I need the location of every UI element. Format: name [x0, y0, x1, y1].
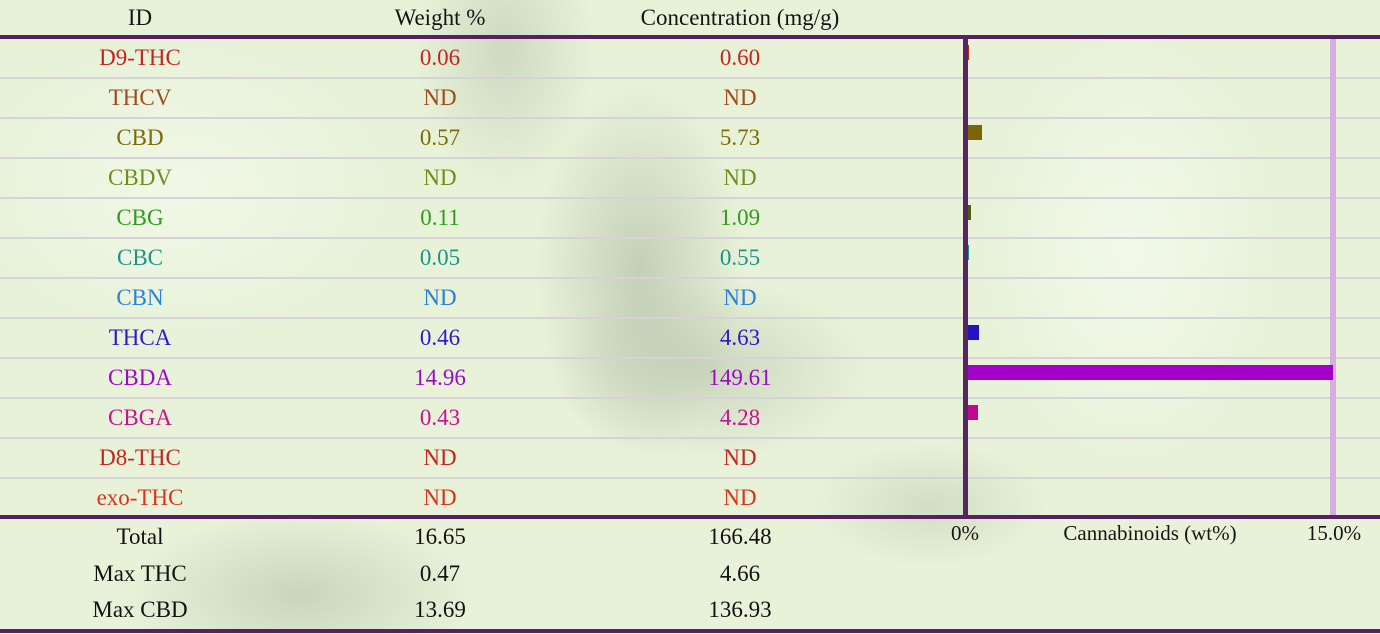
cell-chart-spacer: [880, 479, 1380, 519]
cell-concentration: 1.09: [719, 205, 761, 230]
table-row: CBN ND ND: [0, 279, 1380, 319]
cell-chart-spacer: [880, 239, 1380, 277]
cell-concentration: 5.73: [719, 125, 761, 150]
summary-concentration: 4.66: [719, 560, 761, 586]
cell-weight: 0.05: [419, 245, 461, 270]
cell-concentration: 0.60: [719, 45, 761, 70]
summary-row: Total 16.65 166.48: [0, 519, 1380, 556]
cell-weight: 0.43: [419, 405, 461, 430]
cell-weight: ND: [423, 485, 457, 510]
cell-id: CBGA: [108, 405, 172, 430]
cell-chart-spacer: [880, 159, 1380, 197]
cell-weight: 0.11: [420, 205, 460, 230]
cell-id: THCV: [108, 85, 172, 110]
cell-concentration: ND: [723, 445, 757, 470]
summary-concentration: 136.93: [708, 597, 772, 623]
cell-id: CBC: [116, 245, 164, 270]
column-header-concentration: Concentration (mg/g): [640, 5, 840, 30]
cell-chart-spacer: [880, 279, 1380, 317]
table-body: D9-THC 0.06 0.60 THCV ND ND CBD 0.57 5.7…: [0, 39, 1380, 519]
column-header-weight: Weight %: [394, 5, 486, 30]
cell-chart-spacer: [880, 359, 1380, 397]
cell-weight: 0.06: [419, 45, 461, 70]
cell-chart-spacer: [880, 119, 1380, 157]
cell-chart-spacer: [880, 399, 1380, 437]
table-row: CBD 0.57 5.73: [0, 119, 1380, 159]
cell-concentration: ND: [723, 85, 757, 110]
cell-concentration: 149.61: [708, 365, 772, 390]
cell-id: CBDA: [108, 365, 172, 390]
table-row: CBGA 0.43 4.28: [0, 399, 1380, 439]
table-row: exo-THC ND ND: [0, 479, 1380, 519]
cell-weight: 14.96: [414, 365, 466, 390]
table-row: CBG 0.11 1.09: [0, 199, 1380, 239]
summary-label: Max THC: [93, 560, 187, 586]
x-axis-max-label: 15.0%: [1306, 521, 1362, 545]
summary-concentration: 166.48: [708, 524, 772, 549]
cell-id: CBDV: [108, 165, 172, 190]
x-axis-title: Cannabinoids (wt%): [1063, 521, 1237, 545]
cell-concentration: ND: [723, 285, 757, 310]
table-row: CBDV ND ND: [0, 159, 1380, 199]
cell-id: exo-THC: [96, 485, 184, 510]
max-value-gridline: [1330, 39, 1336, 515]
summary-section: Total 16.65 166.48 Max THC 0.47 4.66 Max…: [0, 519, 1380, 629]
cell-concentration: 0.55: [719, 245, 761, 270]
summary-chart-spacer: [880, 556, 1380, 593]
cell-weight: ND: [423, 445, 457, 470]
summary-row: Max CBD 13.69 136.93: [0, 592, 1380, 629]
cell-concentration: 4.28: [719, 405, 761, 430]
table-row: CBC 0.05 0.55: [0, 239, 1380, 279]
table-row: D9-THC 0.06 0.60: [0, 39, 1380, 79]
cell-chart-spacer: [880, 79, 1380, 117]
cell-concentration: ND: [723, 165, 757, 190]
column-header-chart-spacer: [880, 0, 1380, 35]
cell-id: CBD: [116, 125, 164, 150]
summary-weight: 13.69: [414, 597, 466, 623]
cell-chart-spacer: [880, 39, 1380, 77]
table-row: THCA 0.46 4.63: [0, 319, 1380, 359]
table-row: THCV ND ND: [0, 79, 1380, 119]
cell-id: CBN: [116, 285, 164, 310]
summary-chart-spacer: [880, 592, 1380, 629]
cell-weight: ND: [423, 285, 457, 310]
summary-divider: [0, 515, 1380, 519]
column-header-id: ID: [127, 5, 153, 30]
cell-weight: 0.46: [419, 325, 461, 350]
table-header: ID Weight % Concentration (mg/g): [0, 0, 1380, 35]
cell-id: CBG: [116, 205, 164, 230]
summary-label: Total: [116, 524, 164, 549]
cell-id: THCA: [108, 325, 172, 350]
summary-label: Max CBD: [92, 597, 188, 623]
cell-weight: ND: [423, 85, 457, 110]
x-axis: 0% Cannabinoids (wt%) 15.0%: [0, 521, 1380, 551]
header-divider: [0, 35, 1380, 39]
bottom-border: [0, 629, 1380, 633]
summary-weight: 0.47: [419, 560, 461, 586]
summary-weight: 16.65: [414, 524, 466, 549]
table-row: CBDA 14.96 149.61: [0, 359, 1380, 399]
cell-chart-spacer: [880, 319, 1380, 357]
cell-id: D8-THC: [99, 445, 181, 470]
x-axis-min-label: 0%: [951, 521, 979, 545]
cell-chart-spacer: [880, 199, 1380, 237]
summary-row: Max THC 0.47 4.66: [0, 556, 1380, 593]
cell-chart-spacer: [880, 439, 1380, 477]
cell-id: D9-THC: [99, 45, 181, 70]
cell-weight: ND: [423, 165, 457, 190]
cell-concentration: ND: [723, 485, 757, 510]
cell-concentration: 4.63: [719, 325, 761, 350]
y-axis-line: [963, 39, 968, 515]
cell-weight: 0.57: [419, 125, 461, 150]
table-row: D8-THC ND ND: [0, 439, 1380, 479]
